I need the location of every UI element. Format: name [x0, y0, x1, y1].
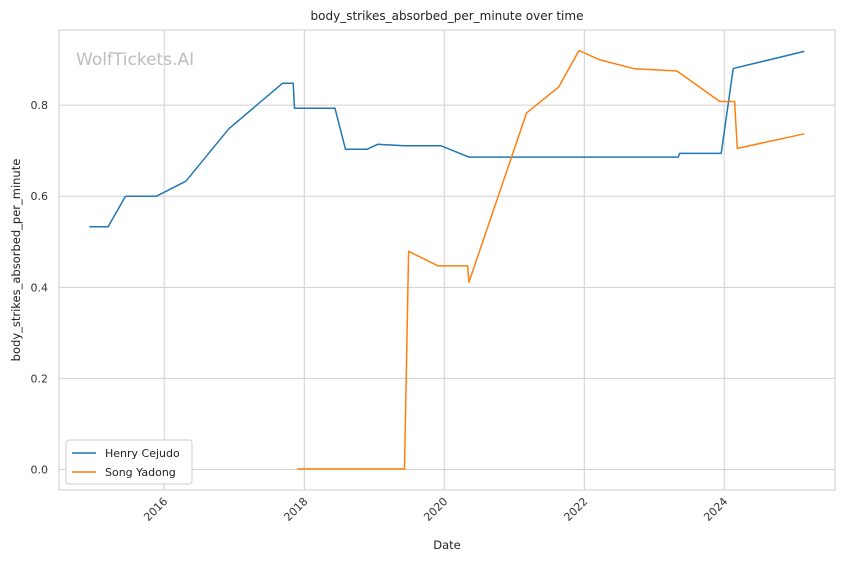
y-tick-labels: 0.0 0.2 0.4 0.6 0.8	[31, 99, 49, 476]
y-tick-label: 0.2	[31, 372, 49, 385]
x-tick-label: 2020	[421, 495, 450, 524]
y-axis-label: body_strikes_absorbed_per_minute	[9, 159, 23, 362]
legend-label: Song Yadong	[105, 466, 176, 479]
legend-box	[65, 439, 193, 485]
legend: Henry Cejudo Song Yadong	[65, 439, 193, 485]
x-tick-label: 2018	[281, 495, 310, 524]
legend-label: Henry Cejudo	[105, 447, 180, 460]
y-tick-label: 0.6	[31, 190, 49, 203]
x-tick-labels: 2016 2018 2020 2022 2024	[141, 495, 730, 524]
y-tick-label: 0.0	[31, 464, 49, 477]
y-tick-label: 0.8	[31, 99, 49, 112]
watermark: WolfTickets.AI	[76, 50, 194, 70]
x-axis-label: Date	[433, 538, 461, 552]
x-tick-label: 2016	[141, 495, 170, 524]
x-tick-label: 2024	[701, 495, 730, 524]
series-line-song-yadong	[297, 49, 805, 470]
series-line-henry-cejudo	[89, 50, 805, 228]
x-tick-label: 2022	[561, 495, 590, 524]
series-lines	[89, 49, 805, 470]
chart-title: body_strikes_absorbed_per_minute over ti…	[311, 9, 584, 23]
y-tick-label: 0.4	[31, 281, 49, 294]
plot-frame	[58, 29, 836, 491]
grid	[59, 30, 835, 490]
